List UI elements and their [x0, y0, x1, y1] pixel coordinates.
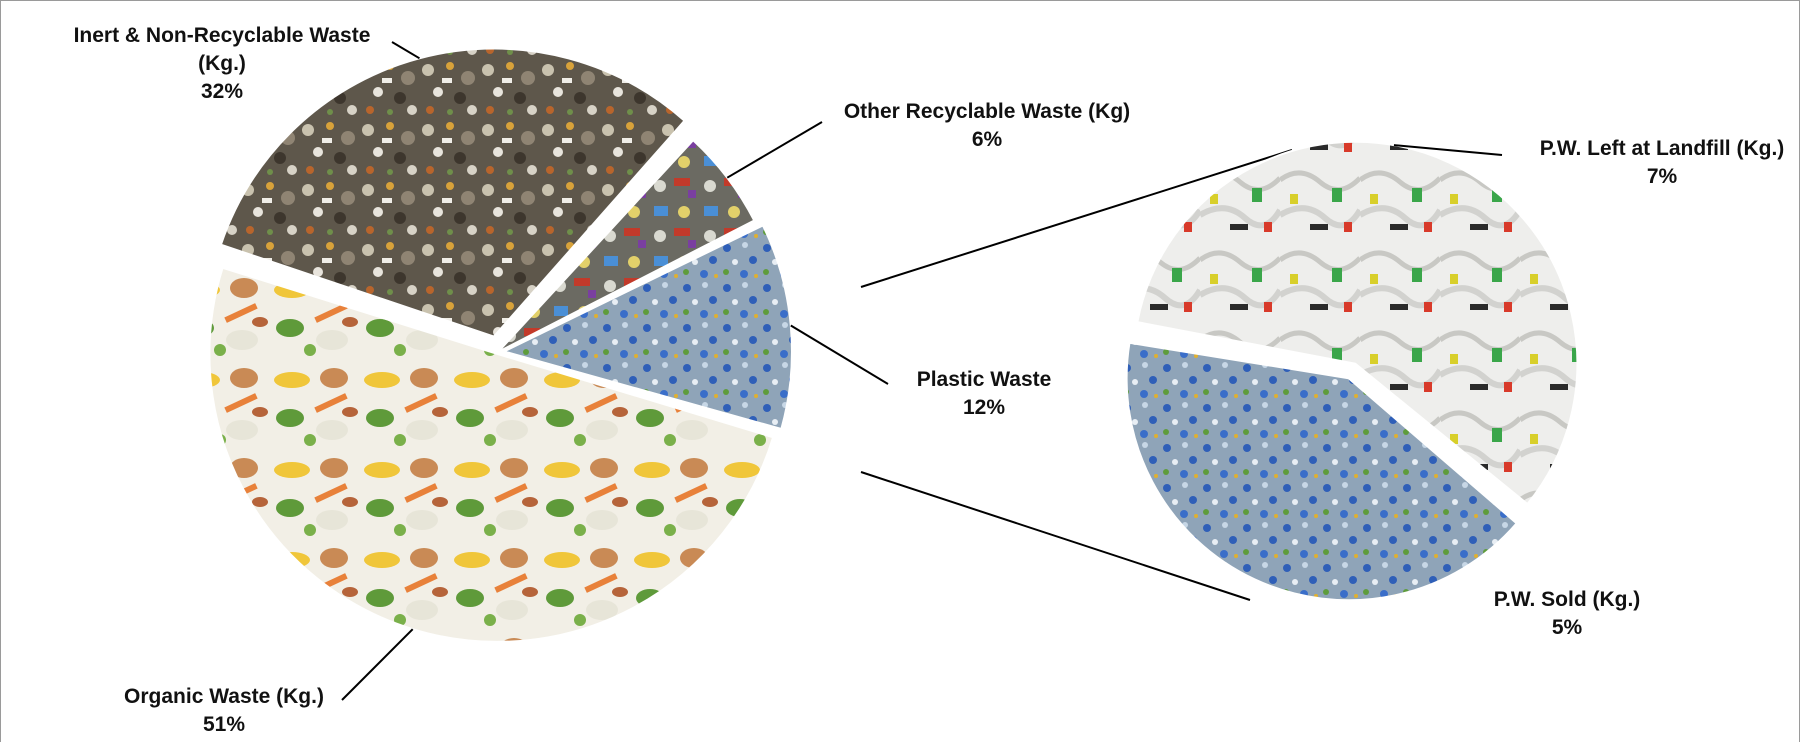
- data-label-name: P.W. Left at Landfill (Kg.): [1540, 137, 1785, 160]
- data-label-percent: 51%: [203, 713, 245, 736]
- data-label-organic-waste-kg: Organic Waste (Kg.) 51%: [124, 685, 324, 736]
- leader-line-other-recyclable-waste-kg: [726, 121, 823, 179]
- series-connector-bottom: [860, 471, 1251, 601]
- slice-p-w-sold-kg: [1125, 341, 1519, 602]
- data-label-p-w-left-at-landfill-kg: P.W. Left at Landfill (Kg.) 7%: [1540, 137, 1785, 188]
- data-label-name: Organic Waste (Kg.): [124, 685, 324, 708]
- data-label-name: Inert & Non-Recyclable Waste: [74, 24, 371, 47]
- data-label-name: (Kg.): [198, 52, 246, 75]
- slice-p-w-left-at-landfill-kg: [1136, 140, 1579, 506]
- slice-plastic-waste: [501, 224, 793, 431]
- data-label-percent: 6%: [972, 128, 1003, 151]
- leader-line-inert-non-recyclable-waste-kg: [391, 41, 420, 60]
- data-label-name: Other Recyclable Waste (Kg): [844, 100, 1130, 123]
- data-label-percent: 12%: [963, 396, 1005, 419]
- leader-line-organic-waste-kg: [341, 628, 414, 701]
- data-label-inert-non-recyclable-waste-kg: Inert & Non-Recyclable Waste (Kg.) 32%: [74, 24, 371, 103]
- leader-line-plastic-waste: [790, 324, 889, 385]
- data-label-name: P.W. Sold (Kg.): [1494, 588, 1641, 611]
- slice-organic-waste-kg: [208, 266, 775, 643]
- data-label-p-w-sold-kg: P.W. Sold (Kg.) 5%: [1494, 588, 1641, 639]
- leader-line-p-w-left-at-landfill-kg: [1393, 144, 1503, 156]
- slice-inert-non-recyclable-waste-kg: [219, 47, 686, 338]
- data-label-percent: 7%: [1647, 165, 1678, 188]
- slice-other-recyclable-waste-kg: [497, 138, 756, 353]
- data-label-name: Plastic Waste: [917, 368, 1052, 391]
- data-label-percent: 5%: [1552, 616, 1583, 639]
- data-label-plastic-waste: Plastic Waste 12%: [917, 368, 1052, 419]
- data-label-percent: 32%: [201, 80, 243, 103]
- series-connector-top: [860, 149, 1293, 288]
- data-label-other-recyclable-waste-kg: Other Recyclable Waste (Kg) 6%: [844, 100, 1130, 151]
